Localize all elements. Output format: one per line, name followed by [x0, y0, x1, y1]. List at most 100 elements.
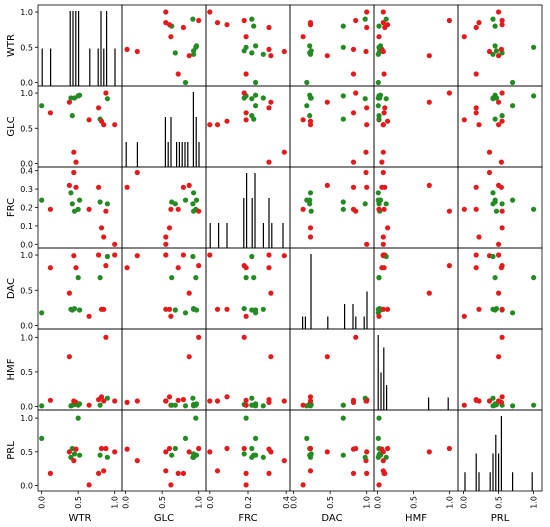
scatter-point [461, 34, 467, 40]
scatter-point [104, 395, 110, 401]
y-tick-label: 0.4 [20, 167, 33, 176]
scatter-point [307, 92, 313, 98]
y-tick-label: 0.5 [20, 286, 33, 295]
scatter-point [499, 22, 505, 28]
scatter-point [207, 252, 213, 258]
row-variable-label: FRC [6, 198, 17, 217]
scatter-point [490, 395, 496, 401]
scatter-point [86, 482, 92, 488]
scatter-point [308, 208, 314, 214]
scatter-point [380, 169, 386, 176]
scatter-point [98, 445, 105, 452]
scatter-point [379, 159, 385, 165]
scatter-point [304, 103, 310, 109]
scatter-point [307, 20, 314, 26]
scatter-point [168, 313, 174, 319]
subplot-frame [457, 4, 543, 87]
y-tick-label: 0.5 [20, 43, 33, 52]
scatter-point [281, 398, 287, 404]
scatter-point [166, 445, 173, 452]
scatter-point [496, 241, 502, 247]
scatter-point [385, 306, 391, 312]
scatter-point [196, 263, 202, 269]
scatter-point [268, 354, 274, 360]
x-tick-label: 0.0 [206, 496, 215, 509]
scatter-point [486, 398, 493, 404]
scatter-point [260, 454, 266, 460]
scatter-point [193, 401, 200, 407]
column-variable-label: FRC [238, 513, 257, 524]
scatter-point [426, 53, 432, 59]
scatter-point [304, 435, 310, 441]
scatter-point [266, 446, 272, 452]
scatter-point [103, 263, 109, 269]
scatter-point [281, 149, 287, 155]
scatter-point [364, 24, 370, 31]
scatter-point [486, 149, 493, 155]
scatter-point [380, 234, 386, 240]
subplot-frame [457, 247, 543, 330]
scatter-point [363, 149, 369, 155]
scatter-point [243, 117, 249, 123]
y-tick-label: 1.0 [20, 8, 33, 17]
scatter-point [75, 206, 81, 212]
scatter-point [350, 159, 357, 165]
scatter-point [243, 110, 249, 116]
x-tick-label: 1.0 [530, 496, 539, 509]
subplot-frame [289, 409, 375, 492]
scatter-point [266, 252, 272, 258]
scatter-point [124, 399, 130, 405]
scatter-point [97, 402, 103, 408]
scatter-point [350, 399, 357, 405]
scatter-point [307, 445, 314, 452]
scatter-point [182, 403, 189, 409]
scatter-point [260, 95, 266, 101]
scatter-point [77, 452, 83, 458]
scatter-point [196, 445, 202, 452]
subplot-frame [37, 247, 123, 330]
scatter-point [96, 252, 102, 258]
subplot-frame [121, 247, 207, 330]
scatter-point [498, 159, 504, 165]
scatter-point [243, 415, 249, 421]
y-tick-label: 0.0 [20, 403, 33, 412]
row-variable-label: HMF [6, 358, 17, 380]
scatter-point [376, 34, 382, 40]
scatter-point [324, 354, 330, 360]
scatter-point [350, 71, 357, 77]
scatter-point [473, 252, 479, 258]
scatter-point [307, 452, 313, 458]
scatter-point [363, 169, 369, 176]
column-variable-label: GLC [154, 513, 174, 524]
scatter-point [376, 482, 382, 488]
scatter-point [383, 201, 389, 207]
scatter-point [249, 307, 255, 313]
scatter-point [249, 50, 255, 56]
scatter-point [461, 117, 467, 123]
scatter-point [461, 402, 467, 408]
scatter-point [163, 468, 169, 474]
scatter-point [340, 93, 346, 99]
scatter-point [169, 275, 175, 281]
scatter-point [376, 116, 382, 122]
scatter-point [363, 48, 369, 55]
scatter-point [364, 184, 370, 190]
scatter-point [268, 290, 274, 296]
scatter-point [266, 24, 272, 31]
scatter-point [103, 334, 109, 340]
scatter-point [134, 398, 140, 404]
scatter-point [498, 184, 504, 190]
scatter-point [186, 449, 192, 455]
column-variable-label: PRL [491, 513, 510, 524]
y-tick-label: 0.3 [20, 185, 33, 194]
scatter-point [98, 225, 105, 231]
scatter-point [66, 290, 72, 296]
scatter-point [509, 79, 516, 86]
x-tick-label: 0.5 [326, 496, 335, 509]
scatter-point [124, 446, 130, 452]
x-tick-label: 1.0 [363, 496, 372, 509]
scatter-point [473, 265, 479, 271]
scatter-point [66, 99, 72, 105]
scatter-point [71, 169, 77, 176]
scatter-point [426, 182, 432, 188]
